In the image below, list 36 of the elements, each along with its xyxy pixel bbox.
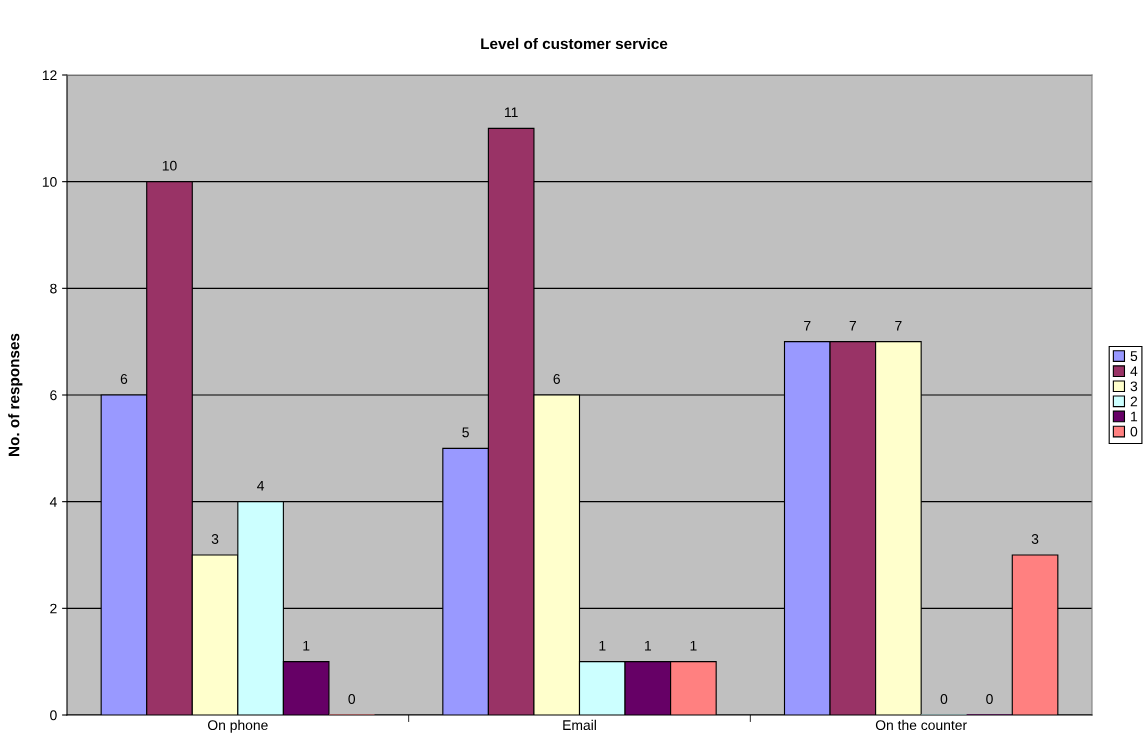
y-tick-label: 4: [49, 497, 57, 507]
data-label: 6: [553, 374, 560, 384]
data-label: 0: [348, 694, 356, 704]
y-tick-label: 8: [50, 283, 57, 294]
data-label: 7: [804, 320, 811, 331]
data-label: 0: [940, 694, 948, 704]
legend-label: 1: [1131, 411, 1138, 422]
legend-label: 0: [1130, 426, 1138, 437]
y-axis-title: No. of responses: [8, 333, 23, 456]
data-label: 3: [211, 534, 219, 544]
data-label: 1: [303, 640, 310, 651]
chart-title: Level of customer service: [481, 37, 668, 50]
data-label: 10: [162, 160, 177, 171]
x-tick-label: On the counter: [875, 719, 967, 731]
legend-label: 5: [1130, 351, 1138, 361]
x-tick-label: On phone: [207, 719, 268, 733]
data-label: 5: [462, 427, 469, 438]
y-tick-label: 0: [50, 710, 57, 721]
data-label: 7: [849, 320, 856, 331]
x-tick-label: Email: [563, 719, 596, 731]
data-label: 1: [599, 640, 606, 651]
data-label: 4: [257, 480, 265, 491]
legend-label: 2: [1130, 396, 1138, 407]
y-tick-label: 12: [42, 70, 57, 81]
data-label: 0: [986, 694, 993, 704]
data-label: 1: [690, 640, 697, 651]
data-label: 6: [120, 374, 128, 384]
y-tick-label: 2: [50, 603, 57, 614]
legend-label: 4: [1130, 366, 1138, 376]
legend-label: 3: [1130, 381, 1138, 392]
data-label: 7: [895, 320, 902, 331]
data-label: 1: [645, 640, 652, 651]
y-tick-label: 10: [42, 177, 57, 187]
data-label: 11: [505, 107, 518, 118]
data-label: 3: [1031, 534, 1039, 544]
y-tick-label: 6: [50, 390, 57, 401]
